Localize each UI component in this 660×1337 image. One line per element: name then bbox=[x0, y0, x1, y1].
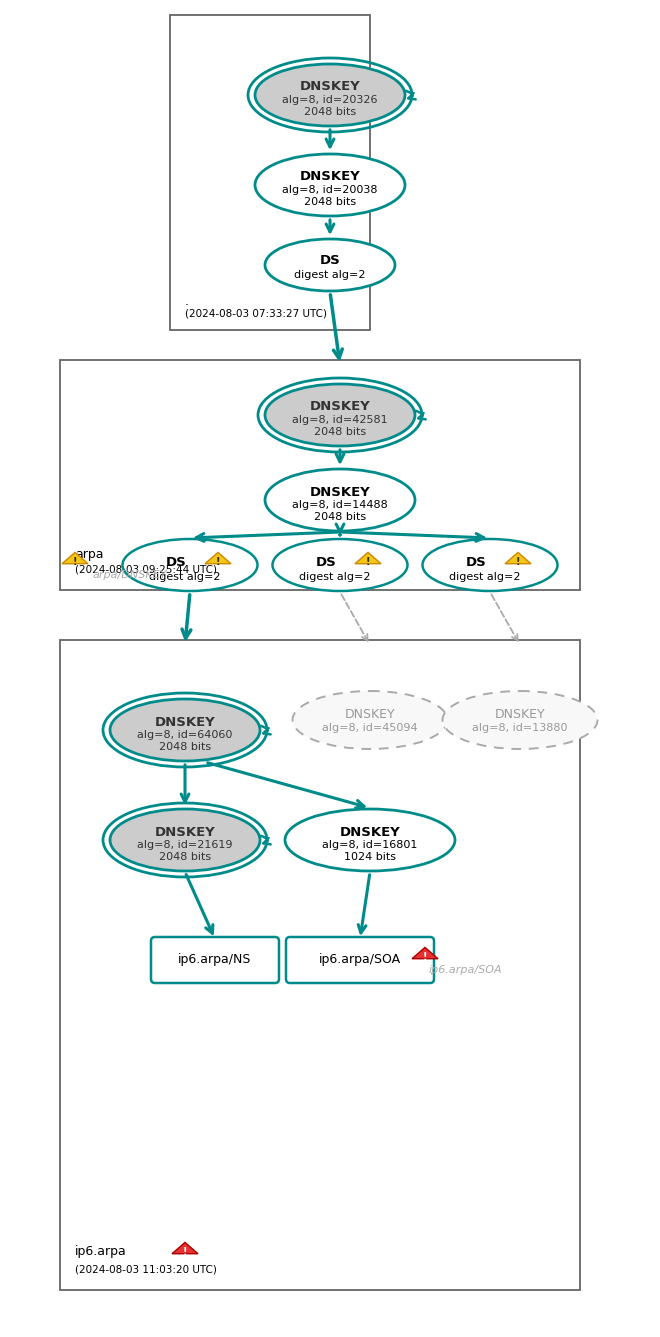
Text: DS: DS bbox=[166, 555, 186, 568]
Text: 2048 bits: 2048 bits bbox=[304, 107, 356, 118]
Text: DNSKEY: DNSKEY bbox=[495, 709, 545, 722]
Text: digest alg=2: digest alg=2 bbox=[299, 572, 371, 582]
Polygon shape bbox=[355, 552, 381, 564]
Ellipse shape bbox=[265, 239, 395, 291]
Text: 2048 bits: 2048 bits bbox=[159, 742, 211, 751]
Text: DNSKEY: DNSKEY bbox=[345, 709, 395, 722]
Ellipse shape bbox=[110, 699, 260, 761]
Ellipse shape bbox=[292, 691, 447, 749]
Polygon shape bbox=[172, 1242, 198, 1254]
Text: ip6.arpa: ip6.arpa bbox=[75, 1245, 127, 1258]
Text: ip6.arpa/SOA: ip6.arpa/SOA bbox=[428, 965, 502, 975]
Text: ip6.arpa/NS: ip6.arpa/NS bbox=[178, 953, 251, 967]
Ellipse shape bbox=[422, 539, 558, 591]
Text: !: ! bbox=[366, 558, 370, 567]
Text: 2048 bits: 2048 bits bbox=[314, 512, 366, 521]
Text: DNSKEY: DNSKEY bbox=[300, 171, 360, 183]
Ellipse shape bbox=[442, 691, 597, 749]
Text: DS: DS bbox=[319, 254, 341, 267]
Text: !: ! bbox=[515, 558, 520, 567]
Text: alg=8, id=16801: alg=8, id=16801 bbox=[322, 840, 418, 850]
Polygon shape bbox=[412, 948, 438, 959]
Text: DS: DS bbox=[315, 555, 337, 568]
Text: DNSKEY: DNSKEY bbox=[154, 825, 215, 838]
Text: DS: DS bbox=[465, 555, 486, 568]
Text: alg=8, id=14488: alg=8, id=14488 bbox=[292, 500, 388, 509]
Polygon shape bbox=[505, 552, 531, 564]
Text: ip6.arpa/SOA: ip6.arpa/SOA bbox=[319, 953, 401, 967]
Text: digest alg=2: digest alg=2 bbox=[149, 572, 220, 582]
Text: DNSKEY: DNSKEY bbox=[154, 715, 215, 729]
Text: !: ! bbox=[216, 558, 220, 567]
Polygon shape bbox=[62, 552, 88, 564]
Text: alg=8, id=64060: alg=8, id=64060 bbox=[137, 730, 233, 739]
Text: alg=8, id=42581: alg=8, id=42581 bbox=[292, 414, 388, 425]
Bar bbox=[170, 15, 370, 330]
Text: (2024-08-03 11:03:20 UTC): (2024-08-03 11:03:20 UTC) bbox=[75, 1265, 217, 1275]
Ellipse shape bbox=[265, 469, 415, 531]
FancyBboxPatch shape bbox=[286, 937, 434, 983]
Text: DNSKEY: DNSKEY bbox=[310, 485, 370, 499]
Bar bbox=[60, 640, 580, 1290]
Text: (2024-08-03 07:33:27 UTC): (2024-08-03 07:33:27 UTC) bbox=[185, 308, 327, 318]
Text: .: . bbox=[185, 295, 189, 308]
Ellipse shape bbox=[285, 809, 455, 870]
Ellipse shape bbox=[110, 809, 260, 870]
Text: 1024 bits: 1024 bits bbox=[344, 852, 396, 862]
Text: digest alg=2: digest alg=2 bbox=[294, 270, 366, 279]
Text: DNSKEY: DNSKEY bbox=[300, 80, 360, 94]
Text: arpa: arpa bbox=[75, 548, 104, 562]
Ellipse shape bbox=[273, 539, 407, 591]
Text: DNSKEY: DNSKEY bbox=[340, 825, 401, 838]
Text: 2048 bits: 2048 bits bbox=[314, 427, 366, 437]
FancyBboxPatch shape bbox=[151, 937, 279, 983]
Text: !: ! bbox=[183, 1247, 187, 1257]
Text: alg=8, id=21619: alg=8, id=21619 bbox=[137, 840, 233, 850]
Text: alg=8, id=20038: alg=8, id=20038 bbox=[282, 185, 378, 195]
Text: digest alg=2: digest alg=2 bbox=[449, 572, 521, 582]
Text: 2048 bits: 2048 bits bbox=[159, 852, 211, 862]
Text: alg=8, id=13880: alg=8, id=13880 bbox=[473, 723, 568, 733]
Ellipse shape bbox=[265, 384, 415, 447]
Text: alg=8, id=20326: alg=8, id=20326 bbox=[282, 95, 378, 106]
Text: 2048 bits: 2048 bits bbox=[304, 197, 356, 207]
Text: !: ! bbox=[423, 952, 427, 963]
Polygon shape bbox=[205, 552, 231, 564]
Bar bbox=[60, 360, 580, 590]
Text: alg=8, id=45094: alg=8, id=45094 bbox=[322, 723, 418, 733]
Ellipse shape bbox=[255, 64, 405, 126]
Ellipse shape bbox=[255, 154, 405, 217]
Text: arpa/DNSKEY: arpa/DNSKEY bbox=[93, 570, 167, 580]
Text: (2024-08-03 09:25:44 UTC): (2024-08-03 09:25:44 UTC) bbox=[75, 566, 217, 575]
Text: !: ! bbox=[73, 558, 77, 567]
Text: DNSKEY: DNSKEY bbox=[310, 401, 370, 413]
Ellipse shape bbox=[123, 539, 257, 591]
